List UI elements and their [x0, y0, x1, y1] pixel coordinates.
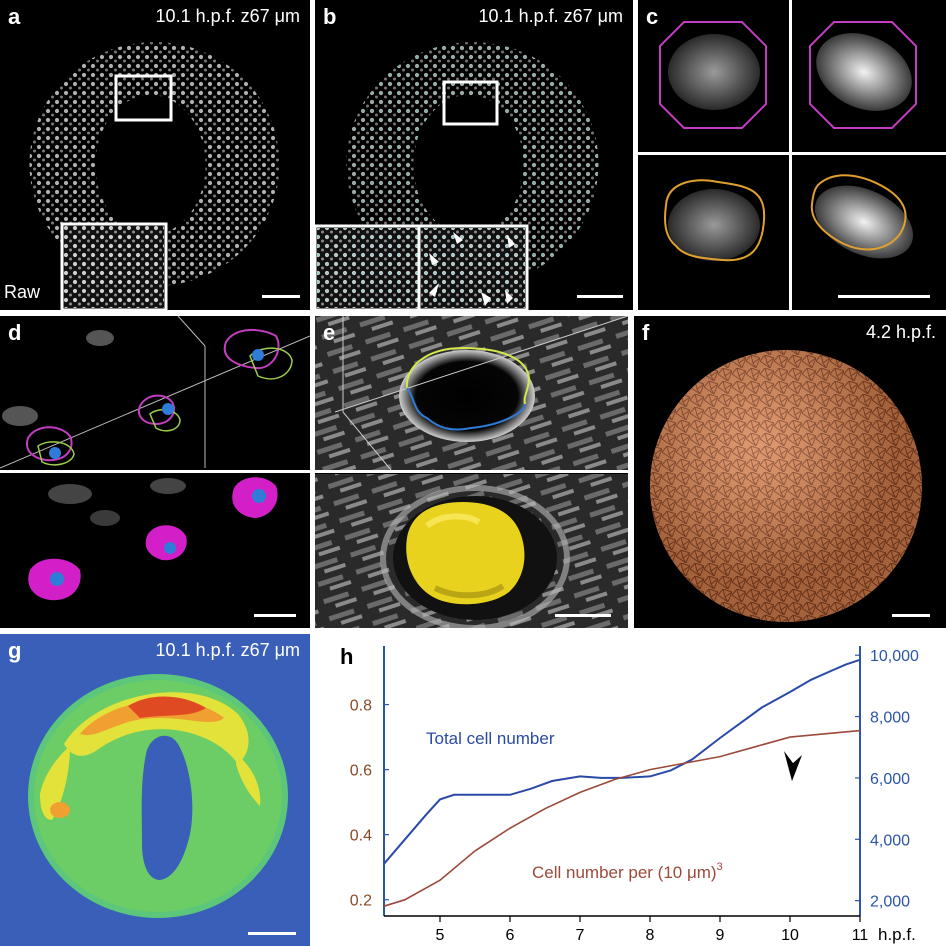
panel-g-label: g	[8, 638, 22, 663]
panel-c: c	[638, 0, 946, 310]
panel-e-divider	[315, 470, 628, 473]
x-tick-label: 10	[781, 927, 799, 944]
right-y-tick-label: 10,000	[870, 648, 919, 665]
panel-e-image	[315, 316, 628, 628]
panel-f-label: f	[642, 320, 650, 345]
blue-lower-contour	[406, 387, 526, 431]
series-total-cell-number	[383, 658, 861, 865]
panel-d-image	[0, 316, 310, 601]
panel-b-scale-bar	[577, 295, 623, 298]
panel-d-divider	[0, 470, 310, 473]
panel-g-heatmap	[28, 674, 288, 918]
x-tick-label: 8	[646, 927, 655, 944]
panel-b: b 10.1 h.p.f. z67 μm	[315, 0, 633, 310]
density-label: Cell number per (10 μm)3	[532, 861, 723, 882]
panel-e-label: e	[323, 320, 336, 345]
panel-e: e	[315, 316, 628, 628]
density-label-text: Cell number per (10 μm)	[532, 863, 717, 882]
panel-g-hole	[141, 735, 193, 880]
arrowhead-annotation	[784, 751, 802, 782]
panel-c-image	[659, 21, 917, 262]
panel-a-image	[29, 42, 280, 310]
right-y-tick-label: 2,000	[870, 894, 910, 911]
orange-cell-contour	[664, 179, 766, 262]
panel-a-label: a	[8, 4, 21, 29]
panel-a-caption: 10.1 h.p.f. z67 μm	[155, 6, 300, 26]
yellow-nucleus-surface	[406, 502, 525, 605]
x-tick-label: 5	[436, 927, 445, 944]
panel-a-scale-bar	[262, 295, 300, 298]
panel-c-divider-horizontal	[638, 152, 946, 155]
magenta-octagon-contour	[659, 21, 767, 129]
panel-e-scale-bar	[555, 614, 611, 617]
series-cell-density	[383, 729, 861, 907]
yellow-upper-contour	[405, 346, 531, 405]
panel-f-caption: 4.2 h.p.f.	[865, 322, 936, 342]
x-tick-label: 9	[716, 927, 725, 944]
panel-d-label: d	[8, 320, 22, 345]
panel-d: d	[0, 316, 310, 628]
x-tick-label: 6	[506, 927, 515, 944]
panel-g-caption: 10.1 h.p.f. z67 μm	[155, 640, 300, 660]
panel-d-scale-bar	[254, 614, 296, 617]
right-y-tick-label: 8,000	[870, 710, 910, 727]
panel-h-chart: 5 6 7 8 9 10 11 0.2 0.4 0.6 0.8 2,000 4,000 6,000 8,00…	[350, 646, 919, 944]
orange-cell-contour	[810, 174, 907, 251]
panel-h-label: h	[340, 644, 354, 669]
panel-g-scale-bar	[248, 932, 296, 935]
panel-f: f 4.2 h.p.f.	[634, 316, 946, 628]
panel-a: a 10.1 h.p.f. z67 μm Raw	[0, 0, 310, 310]
magenta-octagon-contour	[809, 21, 917, 129]
panel-c-label: c	[646, 4, 659, 29]
panel-b-label: b	[323, 4, 337, 29]
panel-g: g 10.1 h.p.f. z67 μm	[0, 634, 310, 946]
x-axis-unit-label: h.p.f.	[878, 925, 916, 944]
right-y-tick-label: 4,000	[870, 832, 910, 849]
panel-b-image	[315, 42, 599, 310]
panel-b-caption: 10.1 h.p.f. z67 μm	[478, 6, 623, 26]
x-tick-label: 7	[576, 927, 585, 944]
x-tick-label: 11	[852, 927, 869, 944]
panel-f-image	[650, 350, 922, 622]
right-y-tick-label: 6,000	[870, 771, 910, 788]
left-y-tick-label: 0.8	[350, 698, 372, 715]
panel-b-arrowheads	[429, 232, 515, 306]
left-y-tick-label: 0.6	[350, 763, 372, 780]
panel-c-scale-bar	[838, 295, 930, 298]
left-y-tick-label: 0.2	[350, 893, 372, 910]
panel-c-divider-vertical	[789, 0, 792, 310]
total-cell-number-label: Total cell number	[426, 729, 555, 748]
panel-a-raw-label: Raw	[4, 282, 41, 302]
left-y-tick-label: 0.4	[350, 828, 372, 845]
panel-f-scale-bar	[892, 614, 930, 617]
density-label-exponent: 3	[717, 861, 723, 873]
